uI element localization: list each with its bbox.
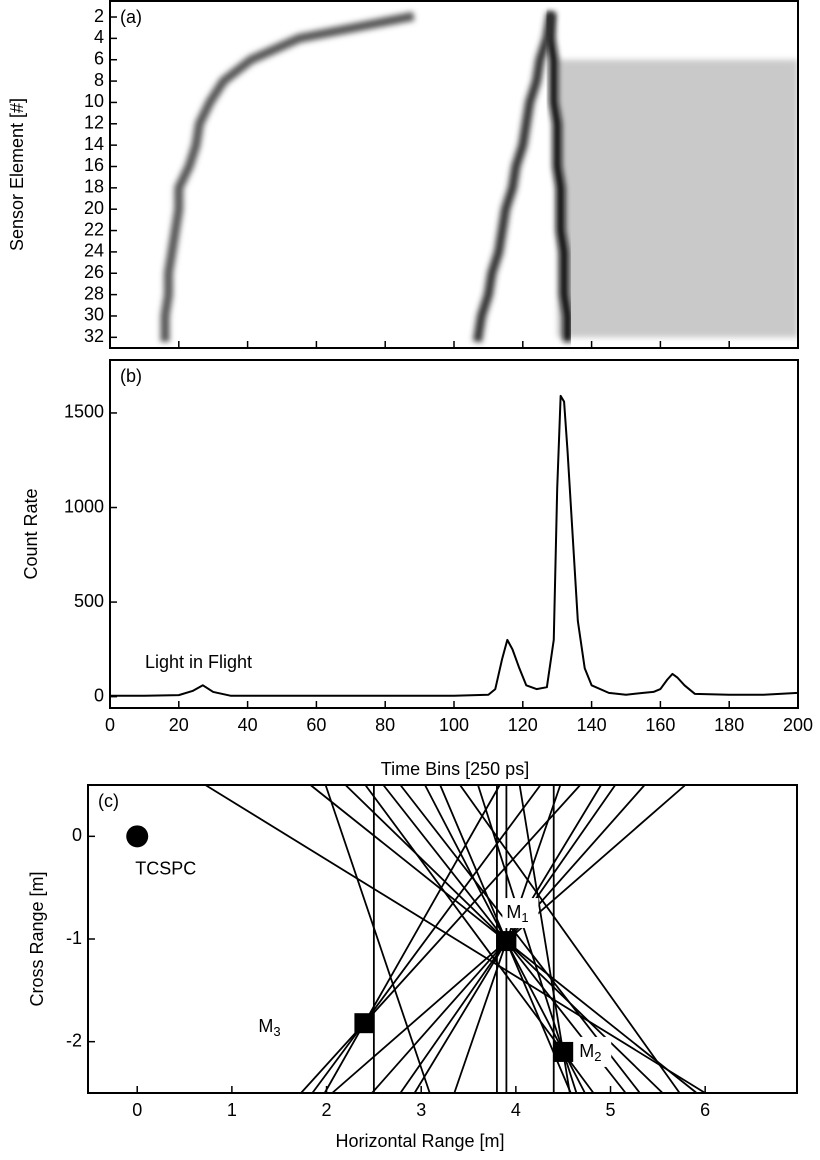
y-tick-label: 22 xyxy=(84,219,104,239)
x-tick-label: 0 xyxy=(105,715,115,735)
y-tick-label: 4 xyxy=(94,27,104,47)
label-bg xyxy=(575,1036,612,1067)
y-tick-label: 10 xyxy=(84,91,104,111)
y-axis-title: Count Rate xyxy=(21,488,41,579)
ray xyxy=(364,784,595,1094)
panel-label: (c) xyxy=(98,791,119,811)
label-bg xyxy=(502,898,539,929)
ray xyxy=(477,784,578,1094)
x-tick-label: 160 xyxy=(645,715,675,735)
y-tick-label: 32 xyxy=(84,326,104,346)
y-axis-title: Sensor Element [#] xyxy=(7,98,27,251)
y-tick-label: 1500 xyxy=(64,402,104,422)
ray xyxy=(518,784,571,1094)
label-subscript: 2 xyxy=(594,1049,601,1064)
y-tick-label: 28 xyxy=(84,283,104,303)
point xyxy=(496,931,517,952)
x-tick-label: 100 xyxy=(439,715,469,735)
label-subscript: 3 xyxy=(273,1025,280,1040)
y-tick-label: 2 xyxy=(94,6,104,26)
x-tick-label: 40 xyxy=(238,715,258,735)
y-tick-label: 16 xyxy=(84,155,104,175)
label-text: M xyxy=(579,1041,594,1061)
point-label: TCSPC xyxy=(135,858,196,878)
x-tick-label: 200 xyxy=(783,715,813,735)
label-bg xyxy=(254,1012,291,1043)
x-axis-title: Horizontal Range [m] xyxy=(335,1131,504,1151)
y-tick-label: 30 xyxy=(84,305,104,325)
point xyxy=(126,825,149,848)
ray xyxy=(324,784,431,1094)
x-tick-label: 20 xyxy=(169,715,189,735)
x-tick-label: 140 xyxy=(577,715,607,735)
x-tick-label: 6 xyxy=(700,1100,710,1120)
y-tick-label: -1 xyxy=(66,928,82,948)
label-subscript: 1 xyxy=(521,910,528,925)
x-axis-title: Time Bins [250 ps] xyxy=(381,759,529,779)
y-tick-label: 26 xyxy=(84,262,104,282)
label-text: M xyxy=(506,902,521,922)
x-tick-label: 5 xyxy=(606,1100,616,1120)
label-text: TCSPC xyxy=(135,858,196,878)
label-text: M xyxy=(258,1016,273,1036)
x-tick-label: 0 xyxy=(132,1100,142,1120)
y-tick-label: 20 xyxy=(84,198,104,218)
point-label: M3 xyxy=(258,1016,280,1040)
y-tick-label: 6 xyxy=(94,48,104,68)
x-tick-label: 60 xyxy=(306,715,326,735)
point-label: M1 xyxy=(506,902,528,926)
y-tick-label: -2 xyxy=(66,1030,82,1050)
panel-label: (a) xyxy=(120,7,142,27)
y-axis-title: Cross Range [m] xyxy=(27,871,47,1006)
x-tick-label: 3 xyxy=(416,1100,426,1120)
annotation: Light in Flight xyxy=(145,652,252,672)
count-line xyxy=(110,394,799,697)
y-tick-label: 12 xyxy=(84,113,104,133)
trace xyxy=(472,11,556,343)
trace xyxy=(545,12,573,342)
y-tick-label: 500 xyxy=(74,591,104,611)
ray xyxy=(323,784,501,1094)
y-tick-label: 14 xyxy=(84,134,104,154)
x-tick-label: 2 xyxy=(322,1100,332,1120)
ray xyxy=(311,784,542,1094)
y-tick-label: 1000 xyxy=(64,496,104,516)
point xyxy=(354,1013,375,1034)
y-tick-label: 0 xyxy=(94,685,104,705)
trace xyxy=(160,11,415,342)
panel-label: (b) xyxy=(120,366,142,386)
point xyxy=(553,1041,574,1062)
y-tick-label: 0 xyxy=(72,825,82,845)
y-tick-label: 18 xyxy=(84,177,104,197)
x-tick-label: 180 xyxy=(714,715,744,735)
x-tick-label: 120 xyxy=(508,715,538,735)
x-tick-label: 4 xyxy=(511,1100,521,1120)
ray xyxy=(300,784,581,1094)
y-tick-label: 8 xyxy=(94,70,104,90)
point-label: M2 xyxy=(579,1041,601,1065)
x-tick-label: 1 xyxy=(227,1100,237,1120)
y-tick-label: 24 xyxy=(84,241,104,261)
ray xyxy=(204,784,706,1094)
x-tick-label: 80 xyxy=(375,715,395,735)
